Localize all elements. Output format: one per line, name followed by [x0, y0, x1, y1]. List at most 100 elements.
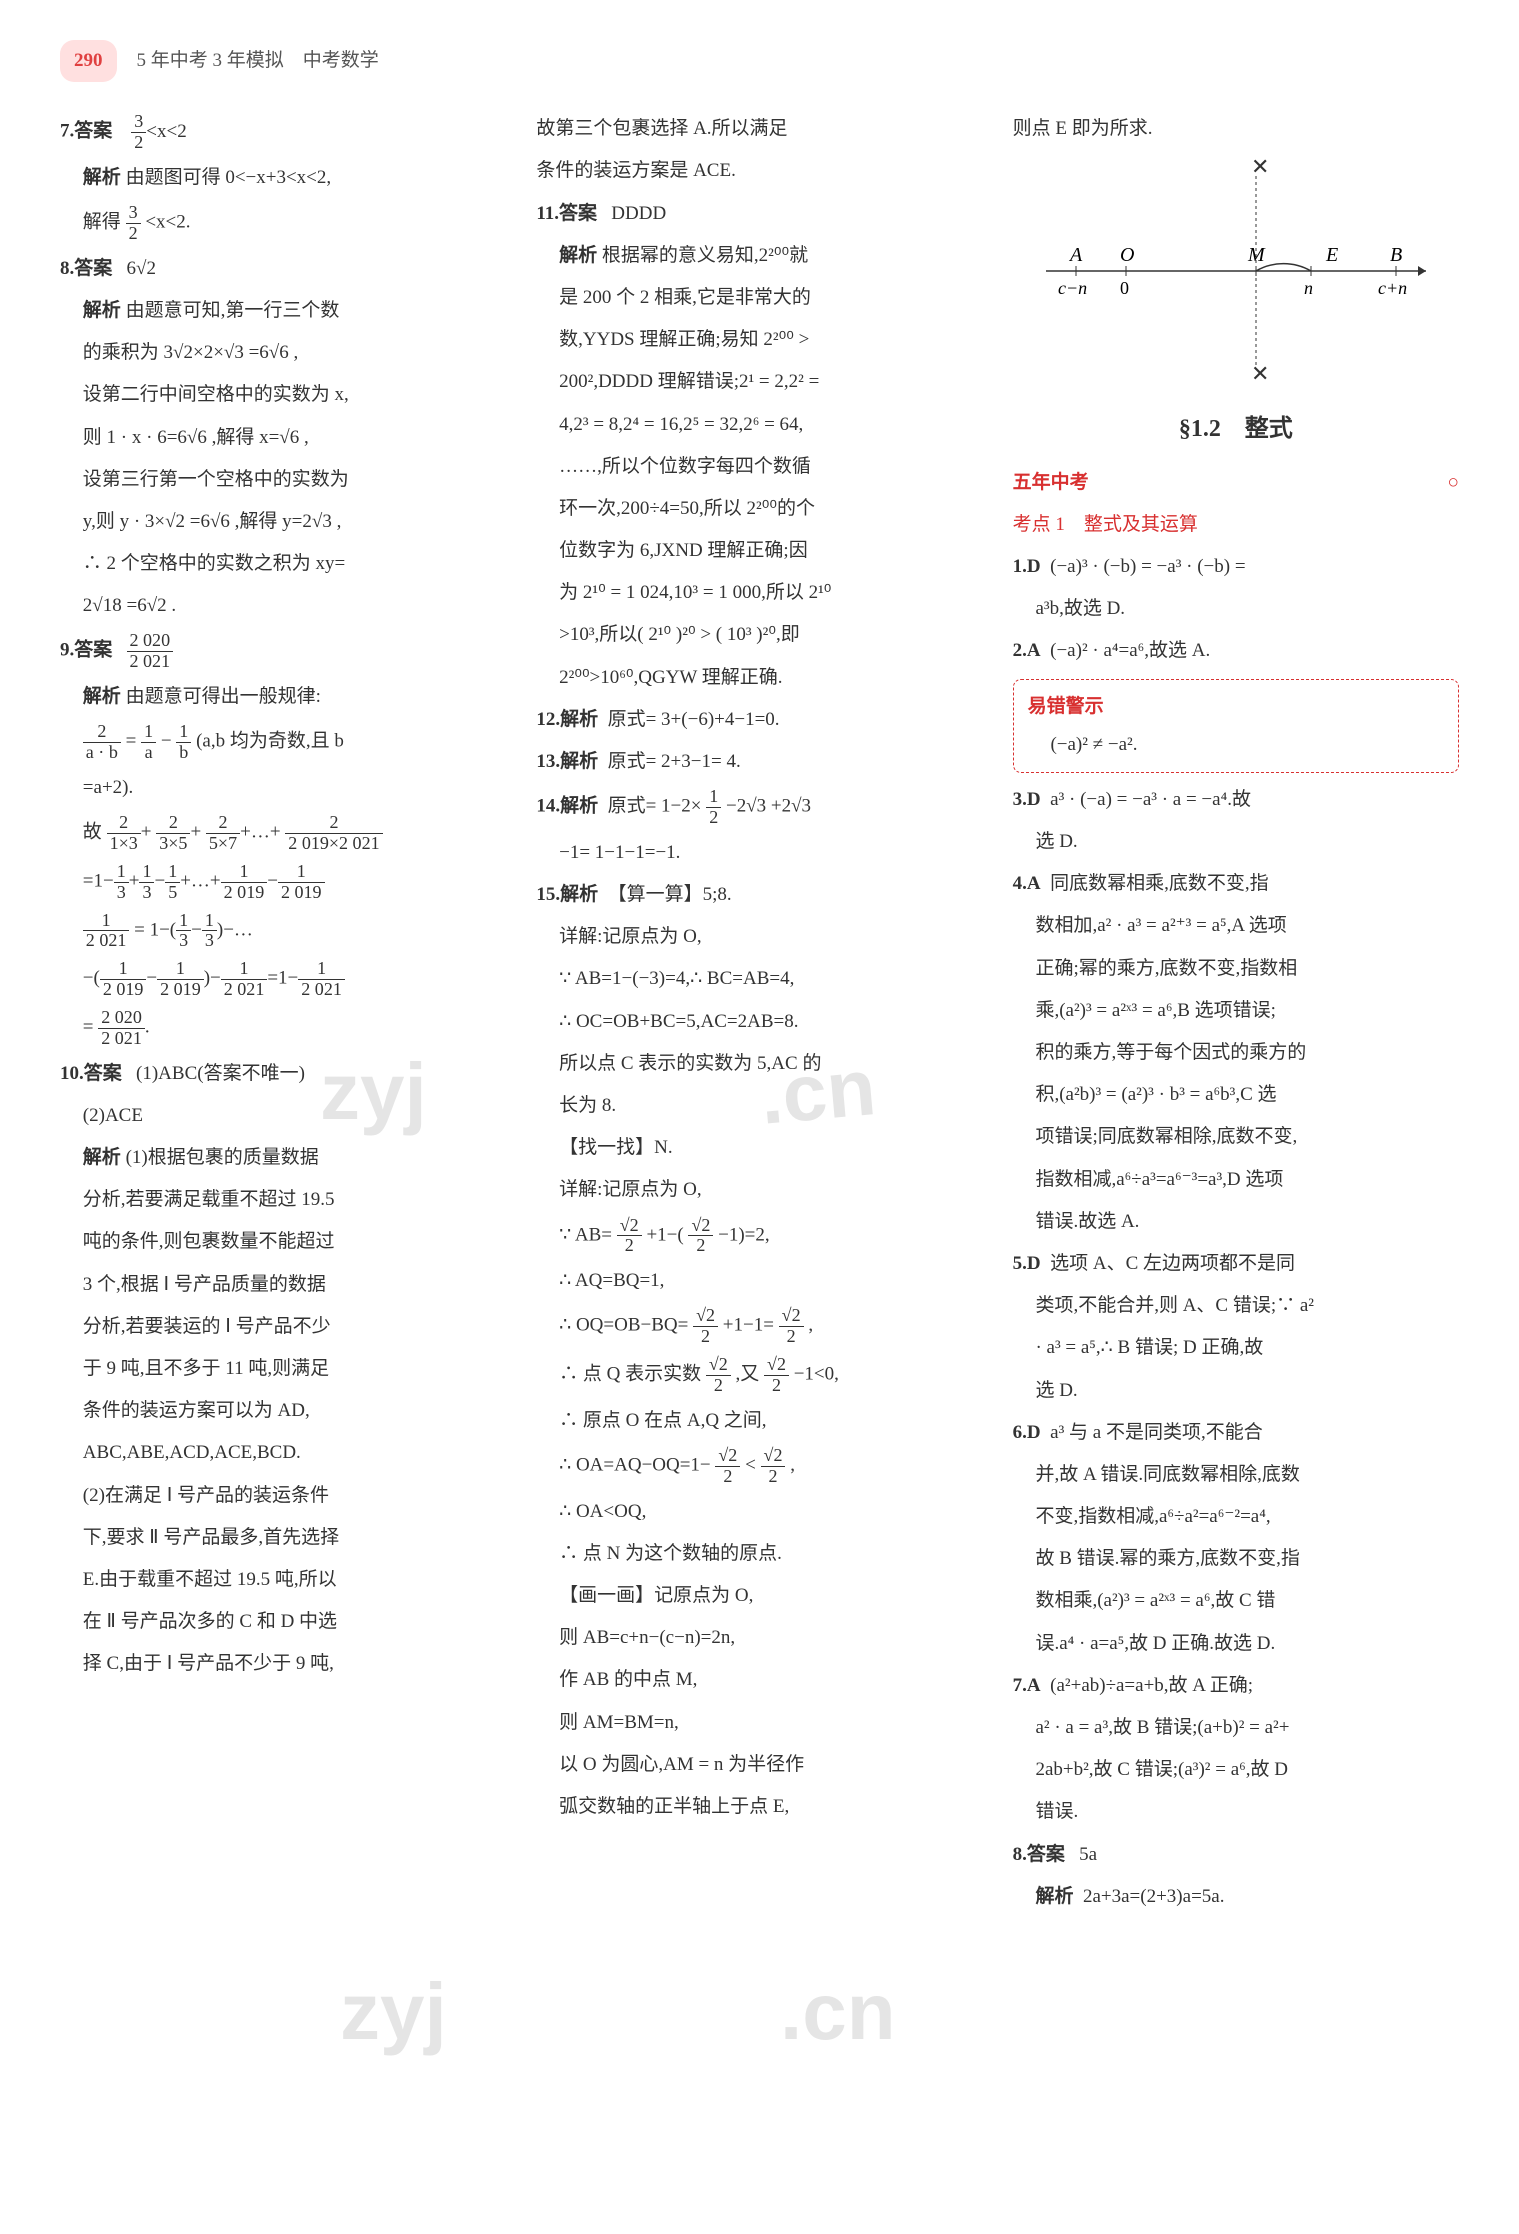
watermark: .cn	[780, 1940, 896, 2084]
q14-label: 14.解析	[536, 796, 598, 817]
column-2: 故第三个包裹选择 A.所以满足 条件的装运方案是 ACE. 11.答案 DDDD…	[536, 112, 982, 1922]
c3-q8: 8.答案 5a	[1013, 1838, 1459, 1872]
q14: 14.解析 原式= 1−2× 12 −2√3 +2√3	[536, 787, 982, 828]
c3-q3-p: 选 D.	[1013, 825, 1459, 859]
text: 【算一算】5;8.	[608, 884, 732, 905]
c3-q5: 5.D 选项 A、C 左边两项都不是同	[1013, 1247, 1459, 1281]
text: 原式= 2+3−1= 4.	[608, 751, 741, 772]
five-year: 五年中考	[1013, 472, 1089, 493]
svg-text:0: 0	[1120, 278, 1129, 298]
c3-q1: 1.D (−a)³ · (−b) = −a³ · (−b) =	[1013, 550, 1459, 584]
q15: 15.解析 【算一算】5;8.	[536, 878, 982, 912]
q13-label: 13.解析	[536, 751, 598, 772]
q7-label: 7.答案	[60, 121, 112, 142]
columns: 7.答案 32<x<2 解析 由题图可得 0<−x+3<x<2, 解得 32 <…	[60, 112, 1459, 1922]
q15-label: 15.解析	[536, 884, 598, 905]
q7-parse-2: 解得 32 <x<2.	[60, 203, 506, 244]
c3-q6-p: 不变,指数相减,a⁶÷a²=a⁶⁻²=a⁴,	[1013, 1500, 1459, 1534]
q8-p: y,则 y · 3×√2 =6√6 ,解得 y=2√3 ,	[60, 505, 506, 539]
warning-title: 易错警示	[1028, 690, 1444, 724]
q9-series: = 2 0202 021.	[60, 1008, 506, 1049]
q15-p: 所以点 C 表示的实数为 5,AC 的	[536, 1047, 982, 1081]
c3-q3: 3.D a³ · (−a) = −a³ · a = −a⁴.故	[1013, 783, 1459, 817]
q9-formula: 2a · b = 1a − 1b (a,b 均为奇数,且 b	[60, 722, 506, 763]
q15-p: 弧交数轴的正半轴上于点 E,	[536, 1790, 982, 1824]
text: 原式= 1−2×	[608, 796, 702, 817]
q-label: 7.A	[1013, 1675, 1041, 1696]
q11-p: >10³,所以( 2¹⁰ )²⁰ > ( 10³ )²⁰,即	[536, 618, 982, 652]
q9-answer: 2 0202 021	[127, 631, 174, 672]
c3-q6-p: 故 B 错误.幂的乘方,底数不变,指	[1013, 1542, 1459, 1576]
text: 根据幂的意义易知,2²⁰⁰就	[602, 245, 808, 266]
parse-label: 解析	[83, 1147, 121, 1168]
q-label: 1.D	[1013, 556, 1041, 577]
text: 解得	[83, 212, 121, 233]
c3-q6: 6.D a³ 与 a 不是同类项,不能合	[1013, 1416, 1459, 1450]
c3-q8-p: 解析 2a+3a=(2+3)a=5a.	[1013, 1880, 1459, 1914]
q15-p: 【找一找】N.	[536, 1131, 982, 1165]
c3-q6-p: 数相乘,(a²)³ = a²ˣ³ = a⁶,故 C 错	[1013, 1584, 1459, 1618]
q10-p: ABC,ABE,ACD,ACE,BCD.	[60, 1436, 506, 1470]
q10-p: 3 个,根据 Ⅰ 号产品质量的数据	[60, 1268, 506, 1302]
exam-point: 考点 1 整式及其运算	[1013, 508, 1459, 542]
text: (−a)³ · (−b) = −a³ · (−b) =	[1050, 556, 1245, 577]
number-line-diagram: ✕ ✕ A O M E B c−n 0 n c+n	[1026, 156, 1446, 386]
c3-q4-p: 指数相减,a⁶÷a³=a⁶⁻³=a³,D 选项	[1013, 1163, 1459, 1197]
q15-p: ∴ OA=AQ−OQ=1− √22 < √22 ,	[536, 1446, 982, 1487]
q15-p: ∴ OQ=OB−BQ= √22 +1−1= √22 ,	[536, 1306, 982, 1347]
q11: 11.答案 DDDD	[536, 197, 982, 231]
top: 故第三个包裹选择 A.所以满足	[536, 112, 982, 146]
q9-p: 解析 由题意可得出一般规律:	[60, 680, 506, 714]
text: <x<2.	[145, 212, 190, 233]
q10-p: 在 Ⅱ 号产品次多的 C 和 D 中选	[60, 1605, 506, 1639]
svg-text:✕: ✕	[1251, 361, 1269, 386]
q10-p: 择 C,由于 Ⅰ 号产品不少于 9 吨,	[60, 1647, 506, 1681]
q12: 12.解析 原式= 3+(−6)+4−1=0.	[536, 703, 982, 737]
q15-p: 长为 8.	[536, 1089, 982, 1123]
q-label: 2.A	[1013, 640, 1041, 661]
c3-q6-p: 误.a⁴ · a=a⁵,故 D 正确.故选 D.	[1013, 1627, 1459, 1661]
c3-q4-p: 项错误;同底数幂相除,底数不变,	[1013, 1120, 1459, 1154]
q15-p: ∴ 原点 O 在点 A,Q 之间,	[536, 1404, 982, 1438]
dot-icon: ○	[1448, 466, 1459, 500]
q15-p: ∴ 点 N 为这个数轴的原点.	[536, 1537, 982, 1571]
text: 同底数幂相乘,底数不变,指	[1050, 873, 1269, 894]
q15-p: 作 AB 的中点 M,	[536, 1663, 982, 1697]
top: 条件的装运方案是 ACE.	[536, 154, 982, 188]
q8-p: ∴ 2 个空格中的实数之积为 xy=	[60, 547, 506, 581]
parse-label: 解析	[83, 167, 121, 188]
q8-p: 设第三行第一个空格中的实数为	[60, 463, 506, 497]
q10-a1: (1)ABC(答案不唯一)	[136, 1063, 305, 1084]
text: (1)根据包裹的质量数据	[126, 1147, 319, 1168]
q10-p: 于 9 吨,且不多于 11 吨,则满足	[60, 1352, 506, 1386]
label-A: A	[1068, 244, 1083, 266]
q9-series: 12 021 = 1−(13−13)−…	[60, 911, 506, 952]
c3-q7-p: 错误.	[1013, 1795, 1459, 1829]
c3-q4-p: 正确;幂的乘方,底数不变,指数相	[1013, 952, 1459, 986]
q15-p: 详解:记原点为 O,	[536, 1173, 982, 1207]
c3-q6-p: 并,故 A 错误.同底数幂相除,底数	[1013, 1458, 1459, 1492]
watermark: zyj	[340, 1940, 447, 2084]
q10-p: E.由于载重不超过 19.5 吨,所以	[60, 1563, 506, 1597]
c3-q4-p: 积的乘方,等于每个因式的乘方的	[1013, 1036, 1459, 1070]
q11-label: 11.答案	[536, 203, 597, 224]
c3-q2: 2.A (−a)² · a⁴=a⁶,故选 A.	[1013, 634, 1459, 668]
q8: 8.答案 6√2	[60, 252, 506, 286]
q15-p: 则 AM=BM=n,	[536, 1706, 982, 1740]
q13: 13.解析 原式= 2+3−1= 4.	[536, 745, 982, 779]
q11-p: 环一次,200÷4=50,所以 2²⁰⁰的个	[536, 492, 982, 526]
parse-label: 解析	[83, 300, 121, 321]
svg-text:c−n: c−n	[1058, 278, 1087, 298]
column-1: 7.答案 32<x<2 解析 由题图可得 0<−x+3<x<2, 解得 32 <…	[60, 112, 506, 1922]
warning-text: (−a)² ≠ −a².	[1028, 728, 1444, 762]
q15-p: ∴ OA<OQ,	[536, 1495, 982, 1529]
q10-p: 分析,若要满足载重不超过 19.5	[60, 1183, 506, 1217]
q12-label: 12.解析	[536, 709, 598, 730]
q9-p: =a+2).	[60, 771, 506, 805]
c3-q4-p: 积,(a²b)³ = (a²)³ · b³ = a⁶b³,C 选	[1013, 1078, 1459, 1112]
q8-p: 解析 由题意可知,第一行三个数	[60, 294, 506, 328]
q10: 10.答案 (1)ABC(答案不唯一)	[60, 1057, 506, 1091]
q11-p: 数,YYDS 理解正确;易知 2²⁰⁰ >	[536, 323, 982, 357]
c3-q7-p: 2ab+b²,故 C 错误;(a³)² = a⁶,故 D	[1013, 1753, 1459, 1787]
text: (a²+ab)÷a=a+b,故 A 正确;	[1050, 1675, 1253, 1696]
